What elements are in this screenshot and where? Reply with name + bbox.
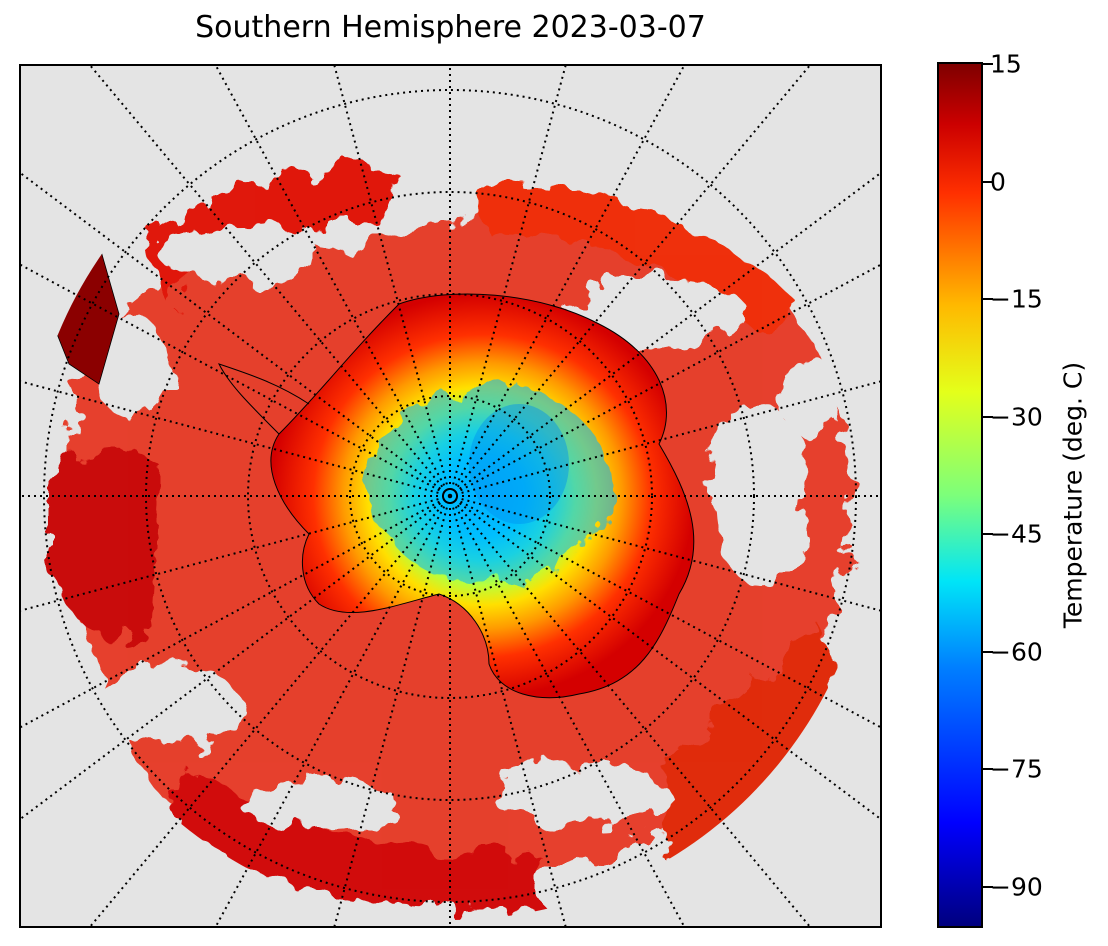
colorbar-tick-label: −60 xyxy=(990,637,1043,667)
colorbar-tick-label: 15 xyxy=(990,49,1022,79)
colorbar-tick-label: 0 xyxy=(990,167,1006,197)
colorbar-tick-mark xyxy=(983,298,993,301)
colorbar-tick-label: −90 xyxy=(990,872,1043,902)
colorbar-tick-label: −30 xyxy=(990,402,1043,432)
map-title: Southern Hemisphere 2023-03-07 xyxy=(195,10,706,45)
graticule xyxy=(19,64,882,928)
colorbar-tick-label: −75 xyxy=(990,754,1043,784)
colorbar-label: Temperature (deg. C) xyxy=(1058,361,1088,629)
colorbar-tick-mark xyxy=(983,415,993,418)
colorbar xyxy=(937,62,983,928)
colorbar-tick-mark xyxy=(983,650,993,653)
colorbar-tick-mark xyxy=(983,533,993,536)
colorbar-tick-mark xyxy=(983,768,993,771)
map-panel xyxy=(19,64,882,928)
colorbar-tick-mark xyxy=(983,63,993,65)
colorbar-tick-label: −15 xyxy=(990,284,1043,314)
colorbar-tick-mark xyxy=(983,180,993,183)
colorbar-tick-label: −45 xyxy=(990,519,1043,549)
colorbar-tick-mark xyxy=(983,885,993,888)
map-frame xyxy=(19,64,882,928)
polar-temperature-map xyxy=(19,64,882,928)
